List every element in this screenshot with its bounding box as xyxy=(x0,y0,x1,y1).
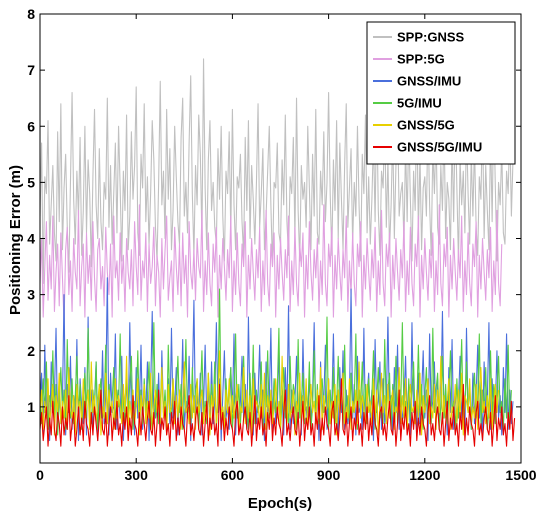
y-tick-label: 2 xyxy=(27,343,35,359)
series-line-gnss-5g-imu xyxy=(40,378,516,447)
series-line-5g-imu xyxy=(40,288,512,436)
x-tick-label: 1200 xyxy=(409,467,440,483)
x-tick-label: 0 xyxy=(36,467,44,483)
legend-label-gnss-5g: GNSS/5G xyxy=(397,118,455,133)
x-axis-title: Epoch(s) xyxy=(248,495,312,512)
y-axis-title: Positioning Error (m) xyxy=(7,165,24,315)
y-tick-label: 4 xyxy=(27,231,35,247)
legend-label-5g-imu: 5G/IMU xyxy=(397,96,442,111)
x-tick-label: 600 xyxy=(221,467,245,483)
series-line-spp-gnss xyxy=(40,58,514,284)
y-axis: 1 2 3 4 5 6 7 8 xyxy=(27,6,521,415)
legend: SPP:GNSS SPP:5G GNSS/IMU 5G/IMU GNSS/5G GNSS/… xyxy=(366,21,516,165)
legend-label-gnss-5g-imu: GNSS/5G/IMU xyxy=(397,140,482,155)
x-axis: 0 300 600 900 1200 1500 xyxy=(36,14,537,483)
y-tick-label: 7 xyxy=(27,62,35,78)
y-tick-label: 1 xyxy=(27,399,35,415)
legend-label-gnss-imu: GNSS/IMU xyxy=(397,74,461,89)
y-tick-label: 3 xyxy=(27,287,35,303)
y-tick-label: 8 xyxy=(27,6,35,22)
y-tick-label: 6 xyxy=(27,118,35,134)
y-tick-label: 5 xyxy=(27,174,35,190)
legend-label-spp-5g: SPP:5G xyxy=(397,52,445,67)
x-tick-label: 900 xyxy=(317,467,341,483)
x-tick-label: 1500 xyxy=(505,467,536,483)
series-line-spp-5g xyxy=(40,204,503,324)
series-layer xyxy=(40,58,516,447)
legend-box xyxy=(366,21,516,165)
legend-label-spp-gnss: SPP:GNSS xyxy=(397,30,465,45)
x-tick-label: 300 xyxy=(125,467,149,483)
